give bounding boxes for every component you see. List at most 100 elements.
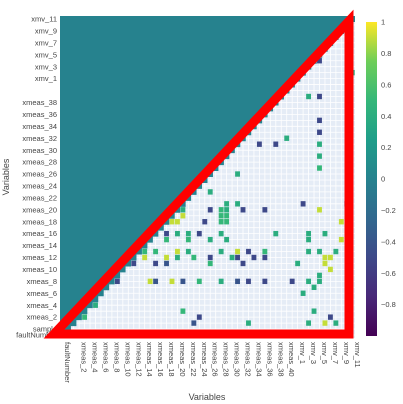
x-tick-label: xmeas_18 — [167, 342, 176, 377]
colorbar-tick-label: 0.8 — [381, 49, 391, 58]
x-tick-label: xmeas_12 — [134, 342, 143, 377]
heatmap-cell — [322, 260, 328, 267]
heatmap-cell — [196, 314, 202, 320]
heatmap-cell — [317, 272, 322, 279]
heatmap-cell — [273, 141, 279, 147]
heatmap-cell — [327, 254, 333, 261]
heatmap-cell — [306, 248, 311, 255]
heatmap-cell — [317, 248, 322, 255]
colorbar-tick-label: 0.2 — [381, 143, 391, 152]
x-tick-label: xmeas_2 — [80, 342, 89, 372]
heatmap-cell — [240, 260, 246, 267]
heatmap-cell — [218, 230, 224, 237]
x-tick-label: xmv_7 — [331, 342, 340, 364]
heatmap-cell — [317, 153, 322, 159]
heatmap-cell — [180, 278, 186, 285]
heatmap-cell — [180, 213, 186, 219]
y-tick-label: xmv_5 — [35, 50, 57, 59]
x-tick-label: xmv_11 — [353, 342, 362, 368]
heatmap-cell — [224, 207, 230, 213]
x-tick-label: xmeas_26 — [211, 342, 220, 377]
heatmap-cell — [164, 260, 169, 267]
x-axis-ticks: faultNumber xmeas_2 xmeas_4 xmeas_6 xmeas_8 x… — [63, 342, 362, 383]
heatmap-cell — [185, 236, 191, 243]
x-tick-label: xmv_5 — [320, 342, 329, 364]
heatmap-cell — [327, 314, 333, 320]
heatmap-cell — [306, 320, 311, 326]
y-tick-label: xmv_3 — [35, 62, 57, 71]
heatmap-cell — [207, 189, 213, 195]
heatmap-cell — [180, 308, 186, 314]
heatmap-cell — [317, 207, 322, 213]
heatmap-cell — [93, 302, 98, 308]
heatmap-cell — [147, 278, 153, 285]
y-tick-label: xmeas_12 — [22, 253, 57, 262]
heatmap-cell — [175, 248, 180, 255]
x-tick-label: xmv_9 — [342, 342, 351, 364]
heatmap-cell — [317, 165, 322, 171]
y-tick-label: xmeas_22 — [22, 193, 57, 202]
y-tick-label: xmeas_28 — [22, 158, 57, 167]
heatmap-cell — [224, 236, 230, 243]
heatmap-cell — [229, 254, 235, 261]
y-tick-label: xmeas_2 — [27, 313, 57, 322]
x-tick-label: xmeas_24 — [200, 342, 209, 377]
colorbar-tick-label: 0 — [381, 175, 385, 184]
heatmap-cell — [317, 278, 322, 285]
heatmap-cell — [338, 219, 344, 225]
y-tick-label: xmv_7 — [35, 38, 57, 47]
heatmap-cell — [82, 314, 88, 320]
y-tick-label: xmeas_18 — [22, 217, 57, 226]
heatmap-cell — [322, 230, 328, 237]
heatmap-cell — [169, 219, 175, 225]
heatmap-cell — [306, 236, 311, 243]
colorbar-tick-label: 1 — [381, 18, 385, 27]
colorbar-tick-label: 0.6 — [381, 80, 391, 89]
heatmap-cell — [185, 248, 191, 255]
heatmap-cell — [306, 278, 311, 285]
heatmap-cell — [246, 248, 251, 255]
heatmap-cell — [164, 236, 169, 243]
x-tick-label: xmeas_38 — [276, 342, 285, 377]
heatmap-cell — [306, 93, 311, 100]
x-tick-label: xmv_3 — [309, 342, 318, 364]
x-tick-label: xmeas_10 — [123, 342, 132, 377]
heatmap-cell — [338, 236, 344, 243]
y-tick-label: xmeas_36 — [22, 110, 57, 119]
x-tick-label: xmeas_22 — [189, 342, 198, 377]
y-tick-label: xmeas_30 — [22, 146, 57, 155]
heatmap-cell — [224, 213, 230, 219]
y-tick-label: faultNumber — [16, 331, 57, 340]
colorbar-tick-label: −0.4 — [381, 237, 396, 246]
heatmap-cell — [295, 260, 301, 267]
heatmap-cell — [311, 284, 317, 290]
heatmap-cell — [218, 219, 224, 225]
heatmap-cell — [322, 254, 328, 261]
x-tick-label: faultNumber — [63, 342, 72, 383]
x-tick-label: xmeas_32 — [244, 342, 253, 377]
heatmap-cell — [207, 236, 213, 243]
heatmap-cell — [262, 248, 268, 255]
heatmap-cell — [317, 117, 322, 124]
x-tick-label: xmeas_8 — [112, 342, 121, 372]
heatmap-cell — [169, 278, 175, 285]
heatmap-cell — [240, 207, 246, 213]
heatmap-cell — [207, 260, 213, 267]
heatmap-cell — [317, 141, 322, 147]
heatmap-cell — [218, 278, 224, 285]
heatmap-cell — [218, 213, 224, 219]
heatmap-cell — [191, 320, 197, 326]
x-tick-label: xmeas_16 — [156, 342, 165, 377]
colorbar-tick-label: 0.4 — [381, 112, 391, 121]
heatmap-cell — [311, 308, 317, 314]
heatmap-cell — [333, 320, 339, 326]
heatmap-cell — [180, 207, 186, 213]
heatmap-cell — [289, 278, 295, 285]
x-tick-label: xmeas_4 — [91, 342, 100, 372]
heatmap-cell — [218, 248, 224, 255]
heatmap-cell — [142, 254, 148, 261]
y-tick-label: xmeas_26 — [22, 170, 57, 179]
heatmap-cell — [333, 248, 339, 255]
